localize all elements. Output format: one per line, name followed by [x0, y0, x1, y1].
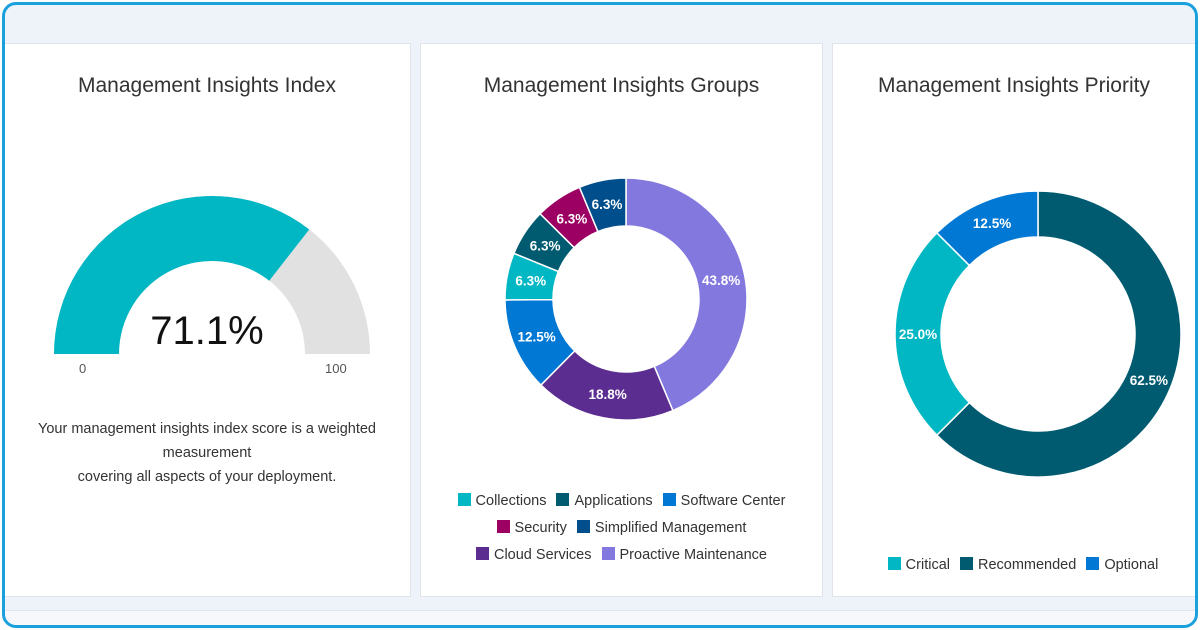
gauge-min-label: 0 [79, 361, 87, 376]
groups-legend-cloud-services[interactable]: Cloud Services [475, 542, 592, 569]
groups-legend-security[interactable]: Security [496, 515, 567, 542]
groups-legend-swatch [496, 520, 510, 533]
groups-legend-collections[interactable]: Collections [457, 488, 547, 515]
priority-label-critical: 25.0% [899, 327, 937, 342]
groups-label-proactive-maintenance: 43.8% [702, 273, 740, 288]
index-gauge [54, 196, 370, 354]
groups-legend-row: Cloud Services Proactive Maintenance [421, 542, 822, 569]
index-panel: Management Insights Index 71.1% 0 100 Yo… [5, 43, 411, 597]
groups-legend-label: Applications [574, 493, 653, 509]
groups-label-cloud-services: 18.8% [588, 387, 626, 402]
priority-slice-recommended[interactable] [935, 190, 1182, 478]
groups-legend-row: Security Simplified Management [421, 515, 822, 542]
groups-legend-label: Collections [475, 493, 547, 509]
priority-legend-swatch [887, 557, 901, 570]
priority-legend-recommended[interactable]: Recommended [959, 552, 1077, 579]
priority-legend-critical[interactable]: Critical [887, 552, 950, 579]
groups-legend-swatch [556, 493, 570, 506]
groups-label-applications: 6.3% [530, 239, 561, 254]
groups-panel: Management Insights Groups 43.8% 18.8% 12.… [420, 43, 823, 597]
groups-label-collections: 6.3% [515, 274, 546, 289]
gauge-max-label: 100 [325, 361, 347, 376]
gauge-fill[interactable] [54, 196, 310, 354]
priority-legend: Critical Recommended Optional [833, 552, 1195, 579]
groups-legend-label: Software Center [680, 493, 786, 509]
priority-title: Management Insights Priority [878, 74, 1150, 97]
groups-title: Management Insights Groups [483, 74, 760, 97]
priority-panel: Management Insights Priority 62.5% 25.0% 1… [832, 43, 1195, 597]
priority-legend-optional[interactable]: Optional [1086, 552, 1158, 579]
gauge-description-line-1: Your management insights index score is … [38, 421, 376, 461]
priority-legend-row: Critical Recommended Optional [833, 552, 1195, 579]
priority-legend-label: Critical [905, 557, 950, 573]
priority-legend-swatch [1086, 557, 1100, 570]
groups-legend-swatch [662, 493, 676, 506]
groups-legend-label: Simplified Management [594, 520, 747, 536]
priority-donut: 62.5% 25.0% 12.5% [894, 190, 1182, 478]
priority-slice-optional[interactable] [935, 190, 1039, 267]
priority-legend-label: Recommended [977, 557, 1077, 573]
groups-label-security: 6.3% [556, 212, 587, 227]
groups-legend-row: Collections Applications Software Center [421, 488, 822, 515]
groups-legend-swatch [576, 520, 590, 533]
groups-legend: Collections Applications Software Center Se… [421, 488, 822, 569]
groups-label-simplified-management: 6.3% [592, 197, 623, 212]
priority-label-recommended: 62.5% [1130, 373, 1168, 388]
groups-legend-label: Security [514, 520, 567, 536]
groups-legend-simplified-management[interactable]: Simplified Management [576, 515, 747, 542]
gauge-description-line-2: covering all aspects of your deployment. [77, 469, 337, 485]
bottom-strip [5, 610, 1195, 625]
groups-legend-software-center[interactable]: Software Center [662, 488, 786, 515]
groups-legend-applications[interactable]: Applications [556, 488, 653, 515]
priority-legend-label: Optional [1104, 557, 1159, 573]
groups-legend-label: Cloud Services [493, 547, 592, 563]
priority-label-optional: 12.5% [973, 216, 1011, 231]
groups-legend-label: Proactive Maintenance [619, 547, 768, 563]
groups-legend-swatch [475, 547, 489, 560]
index-title: Management Insights Index [78, 74, 336, 97]
gauge-value: 71.1% [150, 309, 264, 353]
priority-legend-swatch [959, 557, 973, 570]
groups-donut: 43.8% 18.8% 12.5% 6.3% 6.3% 6.3% 6.3% [504, 177, 748, 421]
groups-slice-simplified-management[interactable] [578, 177, 627, 233]
groups-slice-proactive-maintenance[interactable] [625, 177, 748, 412]
groups-legend-proactive-maintenance[interactable]: Proactive Maintenance [601, 542, 768, 569]
groups-legend-swatch [601, 547, 615, 560]
gauge-description: Your management insights index score is … [12, 417, 402, 489]
groups-legend-swatch [457, 493, 471, 506]
groups-label-software-center: 12.5% [517, 330, 555, 345]
